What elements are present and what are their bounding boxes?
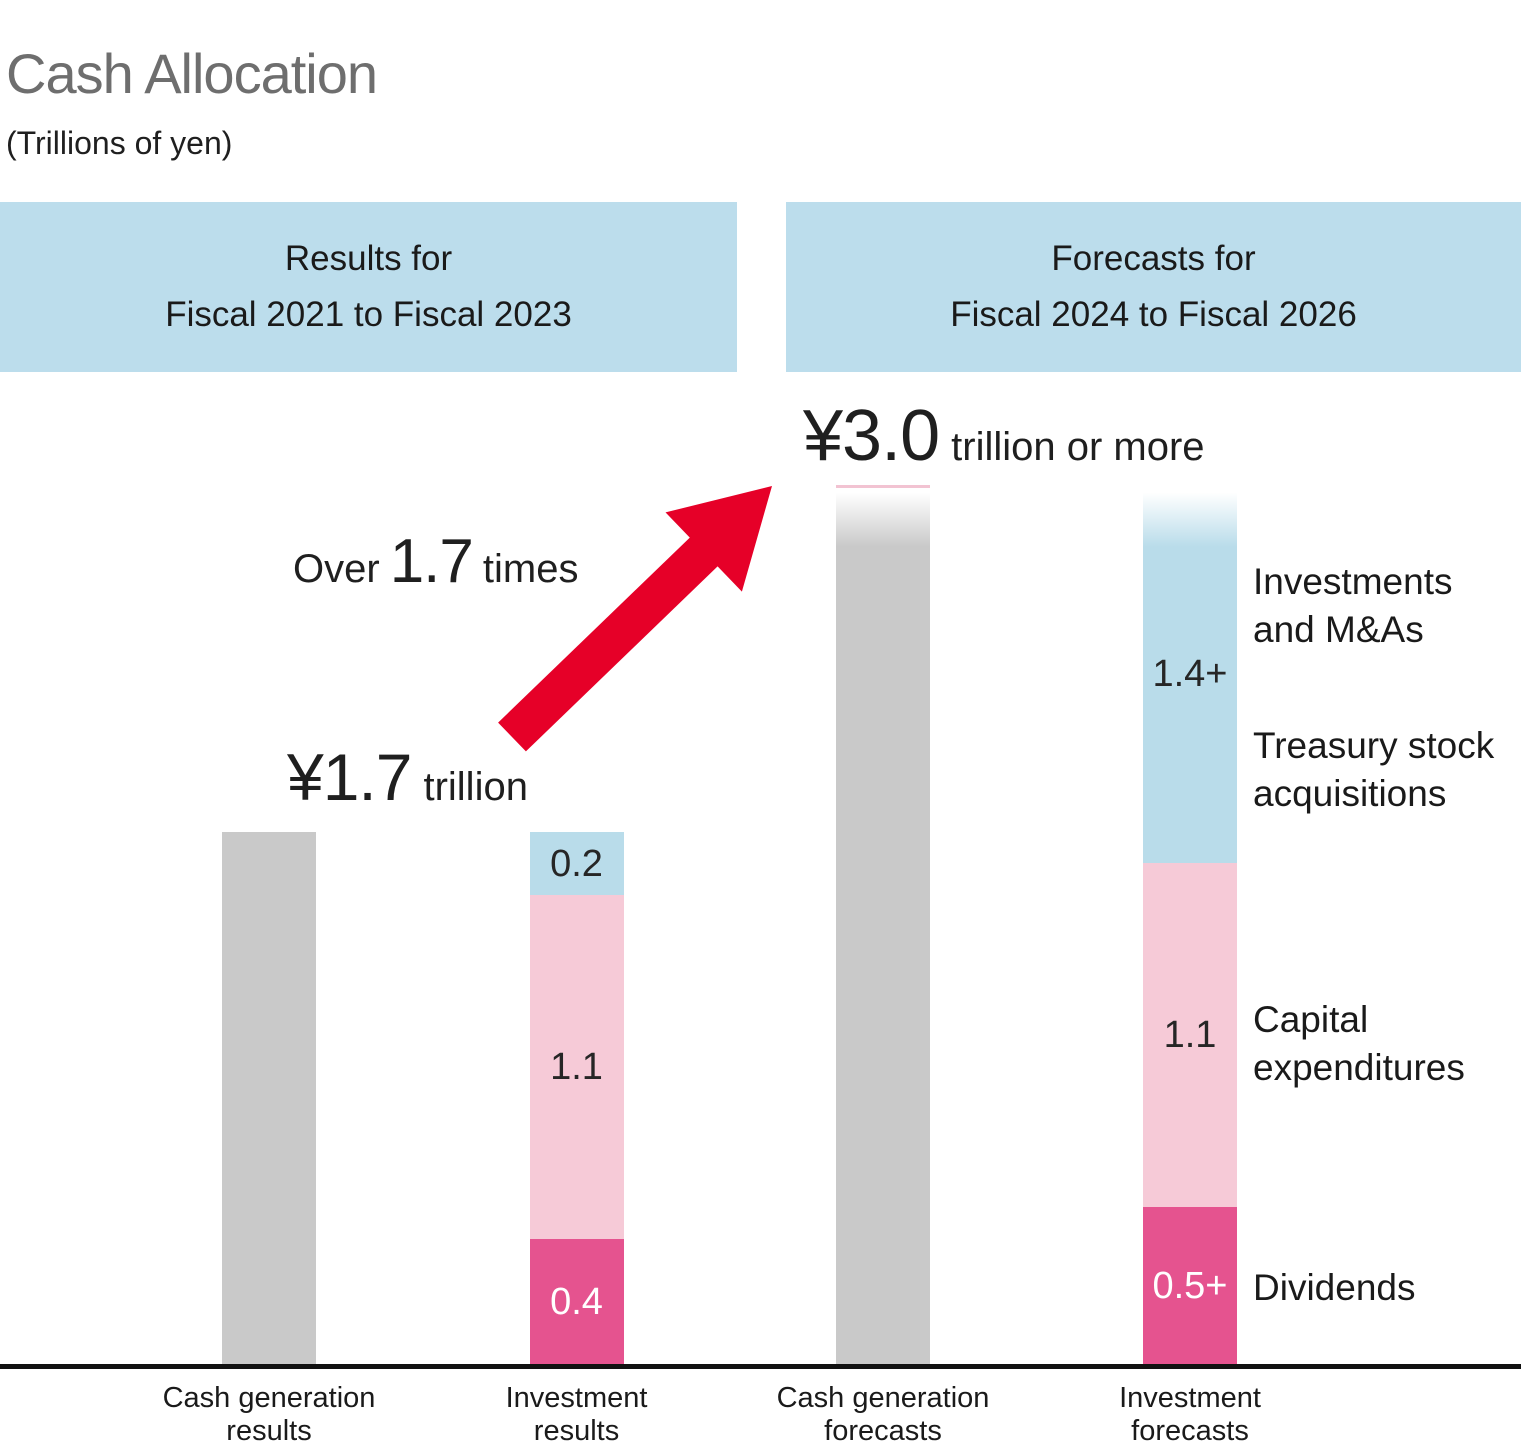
bar-top-fade <box>836 485 930 547</box>
segment-value-label: 1.1 <box>1163 1014 1217 1056</box>
growth-multiplier-note: Over 1.7 times <box>293 531 578 593</box>
segment-value-label: 1.1 <box>550 1046 603 1088</box>
growth-note-suffix: times <box>482 547 579 591</box>
segment-cash-generation <box>836 485 930 1364</box>
axis-label-investment-forecasts: Investment forecasts <box>1119 1382 1261 1448</box>
annotation-investments-mandas: Investments and M&As <box>1253 561 1453 651</box>
page-unit-subtitle: (Trillions of yen) <box>6 125 233 161</box>
segment-investments-and-treasury-stock: 0.2 <box>529 832 624 895</box>
segment-investments-m-as-and-treasury-stock-acquisitions: 1.4+ <box>1143 485 1237 863</box>
x-axis-line <box>0 1364 1521 1369</box>
results-period-header: Results for Fiscal 2021 to Fiscal 2023 <box>0 202 737 372</box>
results-total-unit: trillion <box>423 765 528 809</box>
annotation-treasury-stock: Treasury stock acquisitions <box>1253 725 1495 815</box>
segment-value-label: 0.5+ <box>1152 1264 1228 1307</box>
forecasts-total-amount: ¥3.0 <box>803 396 940 476</box>
results-total-label: ¥1.7 trillion <box>287 744 528 810</box>
results-total-amount: ¥1.7 <box>287 740 412 814</box>
segment-capital-expenditures: 1.1 <box>1143 863 1237 1207</box>
growth-note-prefix: Over <box>293 547 380 591</box>
axis-label-cash-generation-forecasts: Cash generation forecasts <box>776 1382 990 1448</box>
segment-capital-expenditures: 1.1 <box>529 895 624 1239</box>
growth-note-value: 1.7 <box>389 527 474 596</box>
segment-cash-generation <box>222 832 316 1364</box>
segment-value-label: 0.4 <box>550 1280 603 1323</box>
forecasts-header-line2: Fiscal 2024 to Fiscal 2026 <box>950 295 1357 334</box>
segment-dividends: 0.4 <box>529 1239 624 1364</box>
annotation-capital-expenditures: Capital expenditures <box>1253 999 1465 1089</box>
forecasts-total-unit: trillion or more <box>951 425 1205 469</box>
annotation-dividends: Dividends <box>1253 1267 1416 1308</box>
segment-dividends: 0.5+ <box>1143 1207 1237 1364</box>
bar-top-fade <box>1143 485 1237 547</box>
axis-label-investment-results: Investment results <box>505 1382 648 1448</box>
segment-value-label: 1.4+ <box>1152 653 1228 695</box>
forecasts-total-label: ¥3.0 trillion or more <box>803 400 1205 472</box>
page-title: Cash Allocation <box>6 42 378 105</box>
axis-label-cash-generation-results: Cash generation results <box>162 1382 376 1448</box>
segment-value-label: 0.2 <box>550 842 603 885</box>
bar-investment-forecasts: 0.5+ 1.1 1.4+ <box>1143 485 1237 1364</box>
bar-investment-results: 0.4 1.1 0.2 <box>529 832 624 1364</box>
forecasts-period-header: Forecasts for Fiscal 2024 to Fiscal 2026 <box>786 202 1521 372</box>
bar-cash-generation-forecasts <box>836 485 930 1364</box>
results-header-line1: Results for <box>284 239 453 278</box>
forecasts-header-line1: Forecasts for <box>1051 239 1256 278</box>
results-header-line2: Fiscal 2021 to Fiscal 2023 <box>165 295 572 334</box>
bar-cash-generation-results <box>222 832 316 1364</box>
growth-arrow-icon <box>498 486 772 752</box>
bar-top-accent-line <box>836 485 930 488</box>
